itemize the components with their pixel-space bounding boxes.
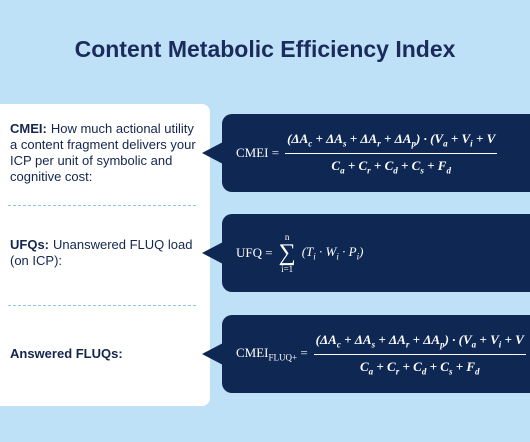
sum-upper: n [284, 232, 290, 242]
numerator: (ΔAc + ΔAs + ΔAr + ΔAp) · (Va + Vi + V [313, 331, 526, 355]
math-text: · P [338, 244, 357, 260]
formula-box: CMEI = (ΔAc + ΔAs + ΔAr + ΔAp) · (Va + Vi… [222, 114, 530, 192]
math-text: ) · (V [415, 130, 444, 146]
item-text: Answered FLUQs: [10, 346, 196, 362]
math-text: · W [315, 244, 337, 260]
denominator: Ca + Cr + Cd + Cs + Fd [360, 355, 480, 377]
math-subscript: r [395, 366, 400, 377]
math-subscript: d [446, 165, 451, 176]
math-subscript: s [420, 165, 424, 176]
math-subscript: a [368, 366, 374, 377]
math-subscript: s [448, 366, 453, 377]
divider [8, 305, 196, 306]
math-subscript: c [308, 138, 313, 149]
fraction: (ΔAc + ΔAs + ΔAr + ΔAp) · (Va + Vi + V Ca… [285, 130, 498, 176]
math-text: + ΔA [312, 130, 343, 146]
math-text: CMEI = [236, 145, 280, 160]
math-subscript: s [342, 138, 347, 149]
math-subscript: i [336, 251, 339, 262]
sum-symbol: ∑ [278, 240, 296, 266]
math-text: + C [344, 157, 368, 173]
math-subscript: a [340, 165, 345, 176]
math-subscript: i [498, 339, 502, 350]
pointer [202, 142, 223, 164]
item-text: UFQs: Unanswered FLUQ load (on ICP): [10, 237, 196, 269]
item-term: UFQs: [10, 237, 49, 252]
math-text: + F [452, 358, 476, 374]
math-subscript: d [393, 165, 398, 176]
formula-lhs: CMEIFLUQ+ = [236, 345, 308, 363]
math-text: UFQ = [236, 245, 273, 260]
item-text: CMEI: How much actional utility a content… [10, 121, 196, 185]
sum-lower: i=1 [281, 264, 294, 274]
math-subscript: i [313, 251, 316, 262]
math-subscript: a [443, 138, 448, 149]
sum-body: (Ti · Wi · Pi) [302, 244, 364, 262]
math-text: C [331, 157, 341, 173]
math-text: = [297, 345, 308, 361]
math-text: (ΔA [315, 331, 337, 347]
math-subscript: d [475, 366, 480, 377]
formula-lhs: CMEI = [236, 145, 279, 161]
math-text: ) [359, 244, 364, 260]
math-text: + ΔA [375, 331, 406, 347]
item-term: CMEI: [10, 121, 47, 136]
numerator: (ΔAc + ΔAs + ΔAr + ΔAp) · (Va + Vi + V [285, 130, 498, 154]
math-text: + V [447, 130, 471, 146]
math-text: ) · (V [444, 331, 472, 347]
item-term: Answered FLUQs: [10, 346, 123, 361]
math-subscript: a [471, 339, 477, 350]
math-text: + ΔA [346, 130, 378, 146]
math-subscript: c [336, 339, 341, 350]
math-text: + C [370, 157, 394, 173]
formula-box: CMEIFLUQ+ = (ΔAc + ΔAs + ΔAr + ΔAp) · (Va… [222, 315, 530, 393]
math-text: C [359, 358, 369, 374]
math-subscript: s [371, 339, 376, 350]
pointer [202, 242, 223, 264]
math-subscript: p [411, 138, 416, 149]
divider [8, 205, 196, 206]
summation: n ∑ i=1 [279, 232, 296, 274]
item-description: Unanswered FLUQ load (on ICP): [10, 237, 193, 268]
title: Content Metabolic Efficiency Index [74, 36, 456, 62]
math-subscript: r [367, 165, 371, 176]
math-subscript: d [421, 366, 427, 377]
math-text: + C [397, 157, 421, 173]
math-text: (ΔA [287, 130, 309, 146]
math-text: + ΔA [380, 130, 412, 146]
formula-lhs: UFQ = [236, 245, 273, 261]
pointer [202, 343, 223, 365]
denominator: Ca + Cr + Cd + Cs + Fd [331, 154, 451, 176]
math-subscript: r [405, 339, 410, 350]
formula-box: UFQ = n ∑ i=1 (Ti · Wi · Pi) [222, 214, 530, 292]
math-text: CMEI [236, 345, 269, 361]
text-panel: CMEI: How much actional utility a content… [0, 104, 210, 406]
math-text: + C [399, 358, 422, 374]
math-subscript: p [440, 339, 445, 350]
math-text: + C [426, 358, 449, 374]
math-text: + F [423, 157, 447, 173]
math-text: + V [472, 130, 496, 146]
fraction: (ΔAc + ΔAs + ΔAr + ΔAp) · (Va + Vi + V Ca… [313, 331, 526, 377]
math-subscript: i [356, 251, 360, 262]
math-text: + ΔA [340, 331, 372, 347]
math-subscript: i [470, 138, 473, 149]
math-text: + ΔA [409, 331, 441, 347]
math-text: (T [301, 244, 314, 260]
item-description: How much actional utility a content frag… [10, 121, 196, 184]
math-text: + V [501, 331, 524, 347]
math-text: + C [373, 358, 396, 374]
math-subscript: FLUQ+ [268, 352, 298, 363]
math-subscript: r [377, 138, 381, 149]
math-text: + V [476, 331, 499, 347]
